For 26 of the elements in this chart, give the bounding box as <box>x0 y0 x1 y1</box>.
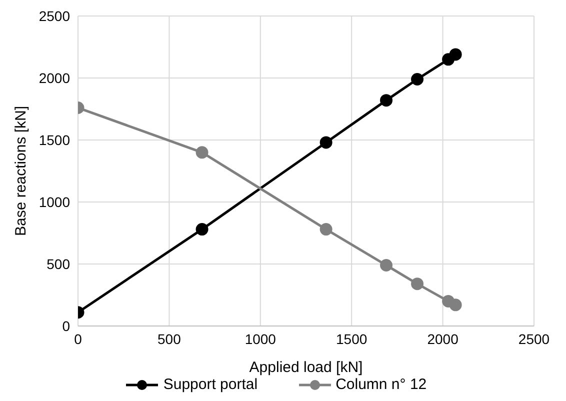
point <box>196 146 208 159</box>
x-tick-label: 2500 <box>518 330 550 347</box>
y-tick-label: 2000 <box>38 70 70 86</box>
y-tick-label: 500 <box>46 256 70 272</box>
point <box>449 48 462 61</box>
point <box>380 94 393 107</box>
y-axis-title: Base reactions [kN] <box>12 106 30 236</box>
point <box>411 72 424 86</box>
point <box>196 223 208 236</box>
point <box>320 223 332 236</box>
point <box>449 298 462 312</box>
point <box>320 136 332 149</box>
legend-label: Support portal <box>163 376 258 393</box>
y-tick-label: 2500 <box>38 8 70 24</box>
x-axis-title: Applied load [kN] <box>249 359 363 376</box>
point <box>411 278 424 290</box>
x-tick-label: 1000 <box>244 330 276 347</box>
y-tick-label: 0 <box>62 318 70 334</box>
point <box>380 258 393 272</box>
x-tick-label: 1500 <box>336 330 368 347</box>
legend-label: Column n° 12 <box>336 376 427 393</box>
x-tick-label: 0 <box>74 330 82 347</box>
y-tick-label: 1000 <box>38 194 70 210</box>
x-tick-label: 2000 <box>427 330 459 347</box>
y-tick-label: 1500 <box>38 132 70 148</box>
x-tick-label: 500 <box>158 330 182 347</box>
